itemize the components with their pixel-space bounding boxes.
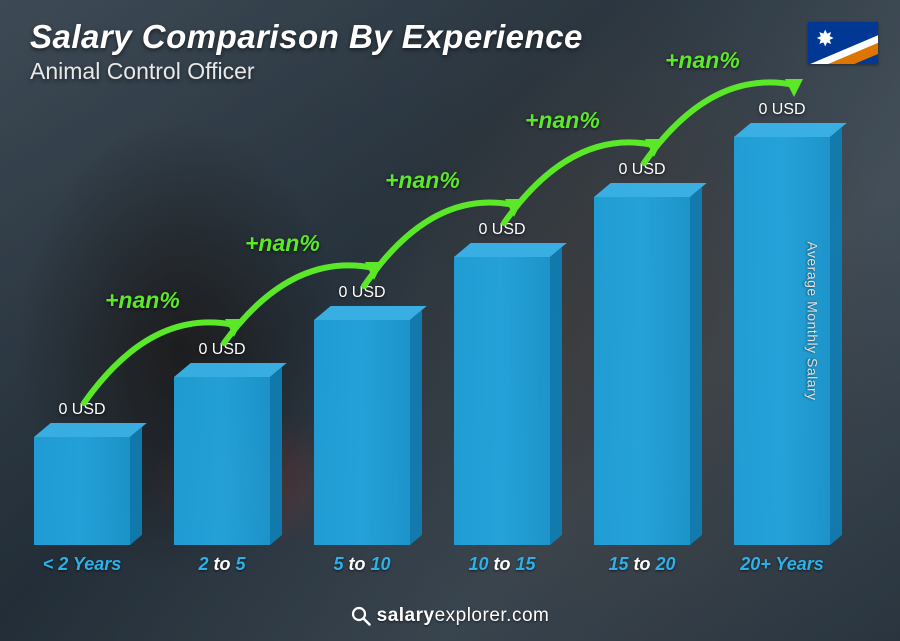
search-icon [351, 606, 371, 626]
chart-title: Salary Comparison By Experience [30, 18, 583, 56]
flag-marshall-islands: ✸ [808, 22, 878, 64]
y-axis-label: Average Monthly Salary [804, 241, 820, 400]
pct-increase-label: +nan% [665, 47, 740, 74]
flag-star-icon: ✸ [816, 28, 834, 50]
footer-brand-bold: salary [377, 605, 435, 626]
chart-subtitle: Animal Control Officer [30, 58, 583, 85]
header: Salary Comparison By Experience Animal C… [30, 18, 583, 85]
footer: salaryexplorer.com [0, 605, 900, 627]
bar-chart: 0 USD< 2 Years0 USD2 to 5+nan%0 USD5 to … [24, 71, 864, 571]
footer-brand: salaryexplorer.com [351, 605, 550, 626]
footer-brand-rest: explorer.com [435, 605, 550, 626]
increase-arrow-icon [24, 71, 864, 571]
